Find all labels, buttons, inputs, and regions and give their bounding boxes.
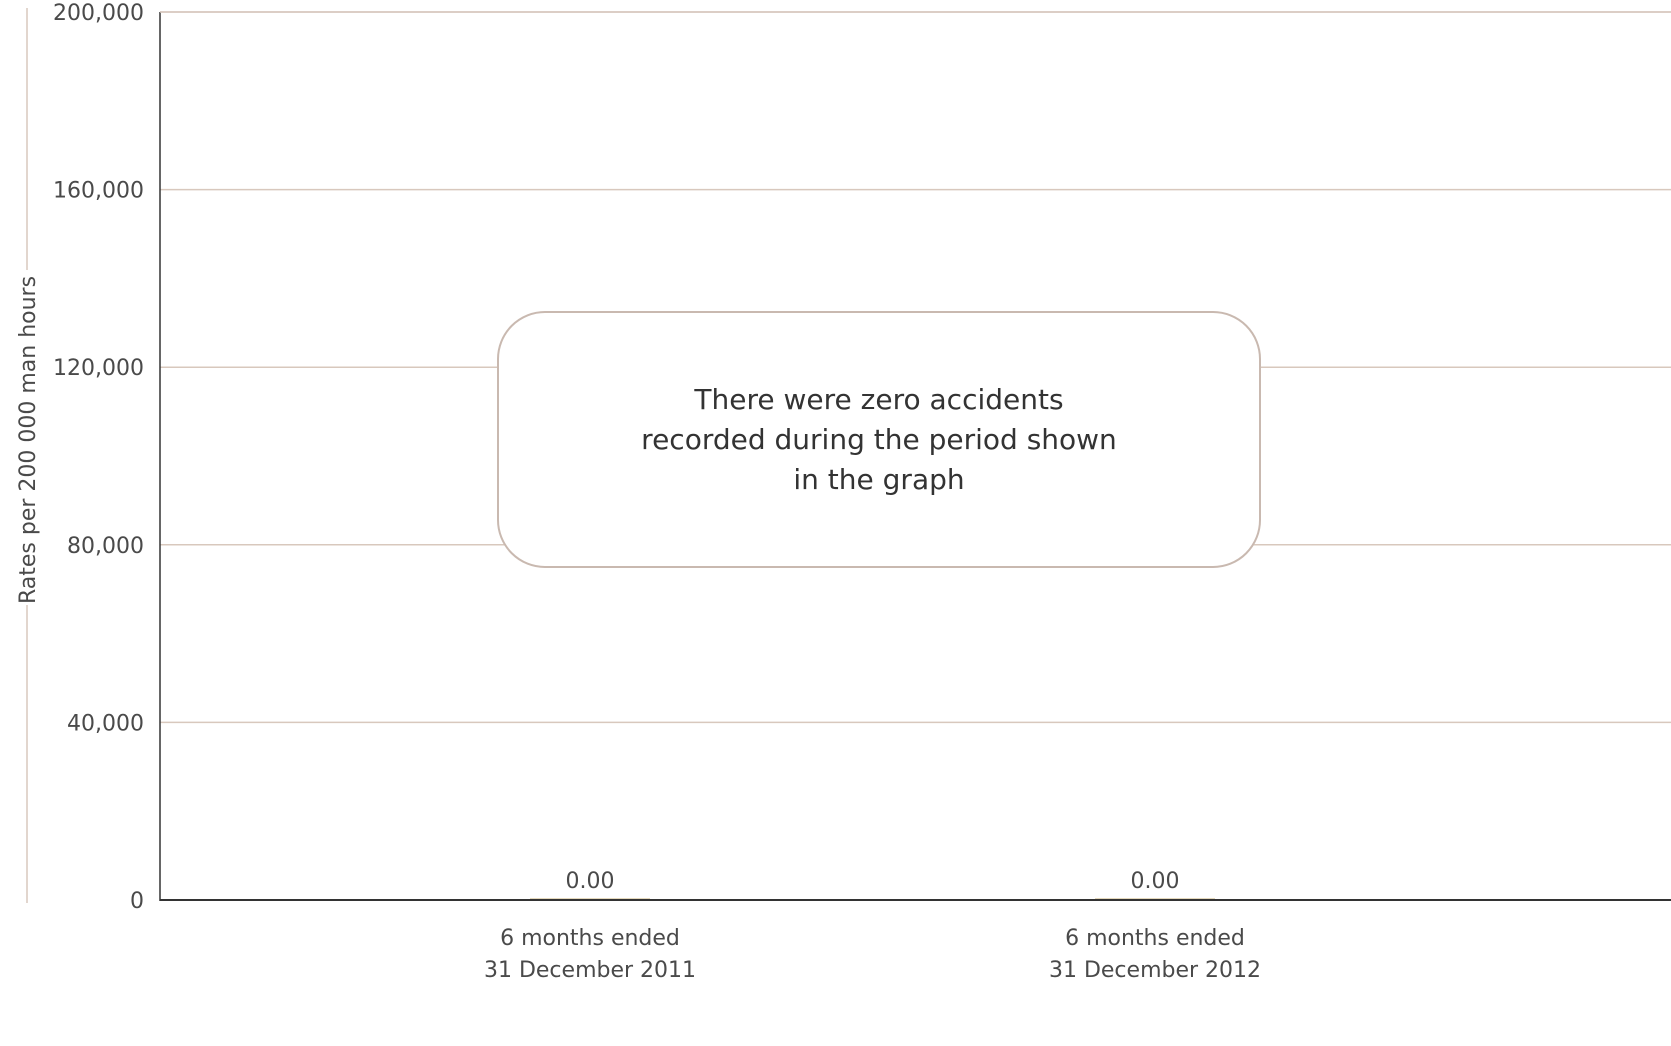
x-category-label: 6 months ended [500, 926, 680, 951]
x-category-label: 6 months ended [1065, 926, 1245, 951]
axes [159, 11, 1671, 901]
y-tick-label: 120,000 [53, 356, 144, 381]
y-tick-label: 160,000 [53, 179, 144, 204]
y-tick-label: 200,000 [53, 1, 144, 26]
value-label: 0.00 [1131, 869, 1180, 894]
x-category-label: 31 December 2011 [484, 958, 696, 983]
annotation-box: There were zero accidents recorded durin… [497, 311, 1261, 568]
y-tick-label: 0 [130, 889, 144, 914]
value-labels: 0.00 0.00 [566, 869, 1180, 894]
x-category-label: 31 December 2012 [1049, 958, 1261, 983]
annotation-text: There were zero accidents recorded durin… [641, 382, 1117, 496]
y-tick-labels: 0 40,000 80,000 120,000 160,000 200,000 [53, 1, 144, 914]
y-axis-title: Rates per 200 000 man hours [16, 276, 41, 604]
y-tick-label: 40,000 [67, 711, 144, 736]
x-category-labels: 6 months ended 31 December 2011 6 months e… [484, 926, 1261, 983]
value-label: 0.00 [566, 869, 615, 894]
y-axis-title-group: Rates per 200 000 man hours [16, 8, 41, 903]
y-tick-label: 80,000 [67, 534, 144, 559]
